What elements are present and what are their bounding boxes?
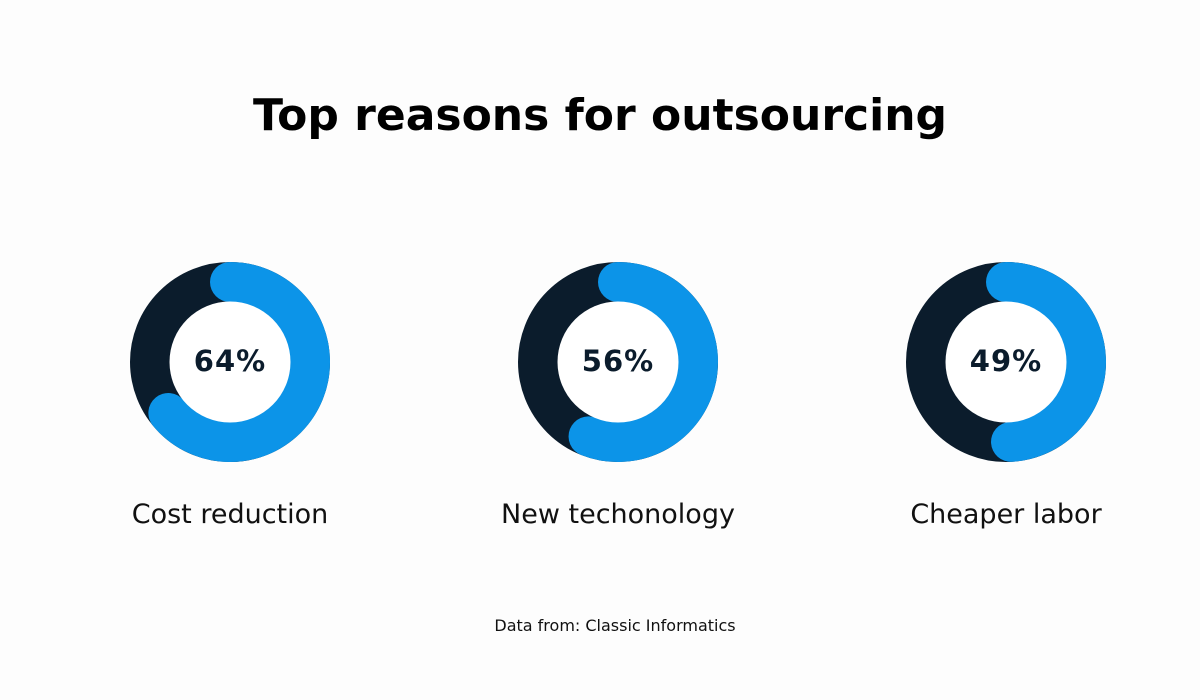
donut-cost-reduction: 64% Cost reduction <box>100 260 360 580</box>
data-source-note: Data from: Classic Informatics <box>494 616 736 635</box>
donut-center-cost-reduction <box>169 301 291 423</box>
donut-value-arc-cheaper-labor <box>986 262 1106 462</box>
donut-chart-cheaper-labor: 49% <box>906 262 1106 462</box>
donut-value-label-cheaper-labor: 49% <box>970 344 1042 378</box>
donut-chart-new-technology: 56% <box>518 262 718 462</box>
donut-chart-cost-reduction: 64% <box>130 262 330 462</box>
donut-value-arc-new-technology <box>568 262 718 462</box>
donut-label-cheaper-labor: Cheaper labor <box>910 499 1102 530</box>
donut-cheaper-labor: 49% Cheaper labor <box>876 260 1136 580</box>
donut-center-cheaper-labor <box>945 301 1067 423</box>
donut-value-label-new-technology: 56% <box>582 344 654 378</box>
donut-value-arc-cost-reduction <box>148 262 330 462</box>
donut-new-technology: 56% New techonology <box>488 260 748 580</box>
donut-label-new-technology: New techonology <box>501 499 735 530</box>
donut-center-new-technology <box>557 301 679 423</box>
donut-value-label-cost-reduction: 64% <box>194 344 266 378</box>
chart-title: Top reasons for outsourcing <box>252 90 948 141</box>
donut-label-cost-reduction: Cost reduction <box>131 499 329 530</box>
